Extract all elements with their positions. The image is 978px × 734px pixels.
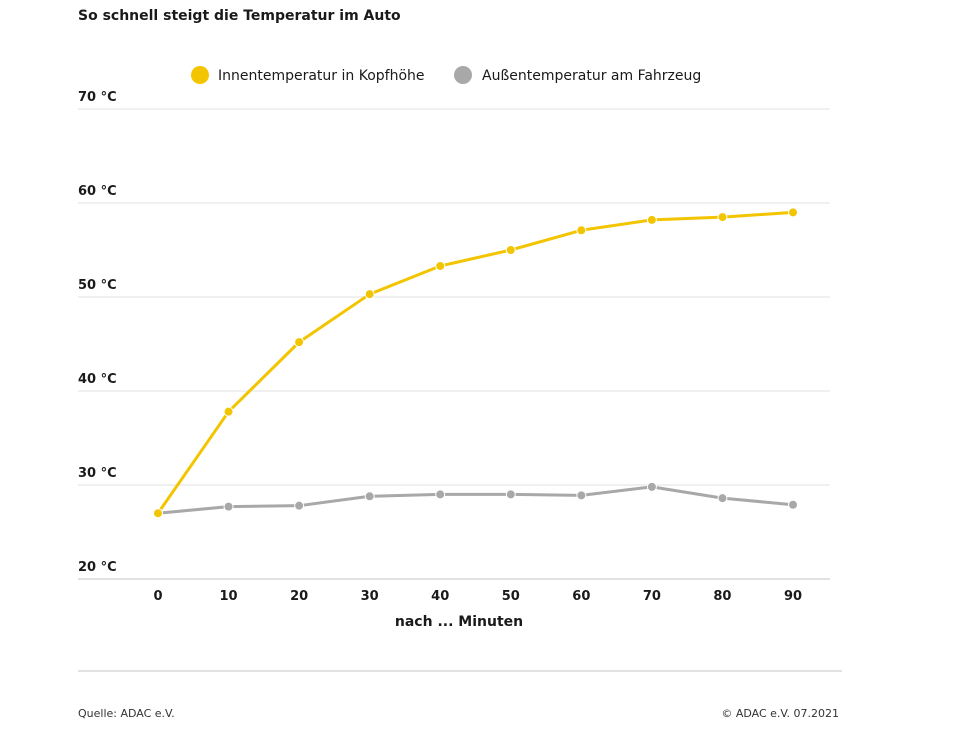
y-tick-label: 70 °C bbox=[78, 90, 117, 105]
y-tick-label: 30 °C bbox=[78, 466, 117, 481]
y-tick-label: 20 °C bbox=[78, 560, 117, 575]
y-tick-label: 60 °C bbox=[78, 184, 117, 199]
x-tick-label: 0 bbox=[153, 589, 162, 604]
y-axis-tick-labels: 20 °C 30 °C 40 °C 50 °C 60 °C 70 °C bbox=[78, 90, 117, 575]
x-tick-label: 20 bbox=[290, 589, 308, 604]
series-2-point bbox=[223, 501, 234, 512]
series-1-point bbox=[646, 214, 657, 225]
x-tick-label: 70 bbox=[643, 589, 661, 604]
x-tick-label: 90 bbox=[784, 589, 802, 604]
x-tick-label: 80 bbox=[713, 589, 731, 604]
series-2-point bbox=[294, 500, 305, 511]
series-2-point bbox=[505, 489, 516, 500]
series-layer bbox=[153, 207, 798, 519]
gridlines bbox=[78, 108, 830, 580]
series-2-point bbox=[576, 490, 587, 501]
series-1-point bbox=[223, 406, 234, 417]
legend-marker bbox=[191, 66, 209, 84]
x-tick-label: 40 bbox=[431, 589, 449, 604]
series-2-point bbox=[717, 493, 728, 504]
series-1-point bbox=[505, 245, 516, 255]
series-2-point bbox=[646, 481, 657, 492]
chart-title: So schnell steigt die Temperatur im Auto bbox=[78, 8, 401, 24]
x-tick-label: 50 bbox=[502, 589, 520, 604]
y-tick-label: 40 °C bbox=[78, 372, 117, 387]
x-tick-label: 60 bbox=[572, 589, 590, 604]
series-1-point bbox=[364, 289, 375, 300]
x-tick-label: 10 bbox=[220, 589, 238, 604]
legend: Innentemperatur in Kopfhöhe Außentemperat… bbox=[191, 66, 701, 84]
series-2-point bbox=[435, 489, 446, 500]
series-line-1 bbox=[156, 210, 795, 515]
x-axis-tick-labels: 0 10 20 30 40 50 60 70 80 90 bbox=[153, 589, 802, 604]
series-1-point bbox=[294, 337, 305, 348]
series-line-2 bbox=[156, 485, 795, 515]
footer-copyright: © ADAC e.V. 07.2021 bbox=[721, 707, 839, 720]
footer-source: Quelle: ADAC e.V. bbox=[78, 707, 175, 720]
series-1-point bbox=[788, 207, 798, 218]
series-2-point bbox=[364, 491, 375, 502]
y-tick-label: 50 °C bbox=[78, 278, 117, 293]
x-tick-label: 30 bbox=[361, 589, 379, 604]
legend-label: Außentemperatur am Fahrzeug bbox=[482, 68, 701, 84]
x-axis-label: nach ... Minuten bbox=[395, 614, 523, 630]
series-1-point bbox=[153, 508, 163, 519]
series-1-point bbox=[576, 225, 587, 236]
series-1-point bbox=[435, 260, 446, 271]
series-1-point bbox=[717, 212, 728, 223]
series-2-point bbox=[788, 499, 798, 510]
legend-marker bbox=[454, 66, 472, 84]
legend-label: Innentemperatur in Kopfhöhe bbox=[218, 68, 425, 84]
